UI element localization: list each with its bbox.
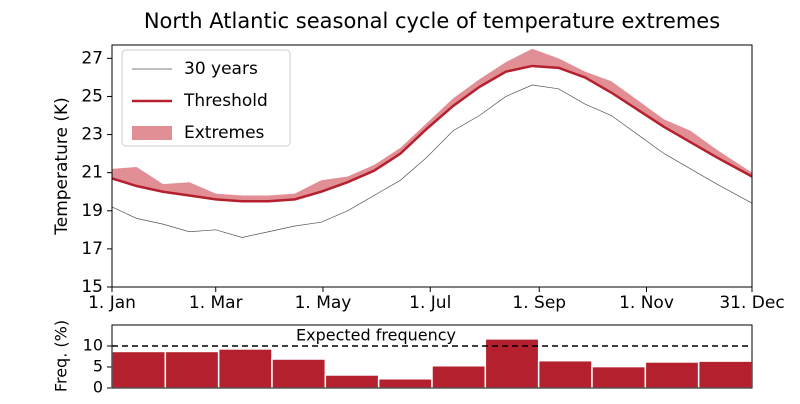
bar [537, 359, 593, 389]
x-tick-label: 1. Sep [512, 293, 566, 313]
y-tick-label: 25 [81, 86, 103, 106]
y-tick-label: 23 [81, 125, 103, 145]
y-tick-label: 17 [81, 239, 103, 259]
bar [111, 350, 167, 389]
bar [697, 360, 753, 389]
y-tick-label: 21 [81, 163, 103, 183]
threshold-line [111, 64, 753, 203]
y-axis-label: Temperature (K) [52, 97, 72, 236]
y-tick-label: 0 [93, 378, 103, 397]
legend-label: 30 years [184, 59, 258, 79]
y-tick-label: 27 [81, 48, 103, 68]
y-tick-label: 19 [81, 201, 103, 221]
extremes-area [112, 48, 752, 202]
legend-label: Extremes [184, 123, 265, 143]
x-tick-label: 1. Nov [619, 293, 674, 313]
bar [164, 350, 220, 389]
bar [431, 364, 487, 389]
x-tick-label: 31. Dec [719, 293, 784, 313]
legend-box [121, 49, 291, 147]
bar [591, 365, 647, 389]
bar [484, 338, 540, 389]
chart-title: North Atlantic seasonal cycle of tempera… [144, 9, 720, 33]
bar [324, 374, 380, 389]
bar [271, 358, 327, 389]
bar [644, 361, 700, 389]
legend-swatch [132, 126, 172, 140]
bar [377, 378, 433, 389]
y-axis-label: Freq. (%) [52, 320, 71, 392]
bar [217, 348, 273, 389]
x-tick-label: 1. Mar [189, 293, 243, 313]
legend-label: Threshold [183, 91, 268, 111]
plot-frame [111, 44, 753, 288]
x-tick-label: 1. Jan [88, 293, 136, 313]
series-line [111, 84, 753, 238]
y-tick-label: 15 [81, 277, 103, 297]
plot-frame [111, 324, 753, 389]
x-tick-label: 1. Jul [409, 293, 451, 313]
x-tick-label: 1. May [295, 293, 352, 313]
y-tick-label: 10 [83, 336, 103, 355]
annotation: Expected frequency [296, 326, 456, 345]
y-tick-label: 5 [93, 357, 103, 376]
